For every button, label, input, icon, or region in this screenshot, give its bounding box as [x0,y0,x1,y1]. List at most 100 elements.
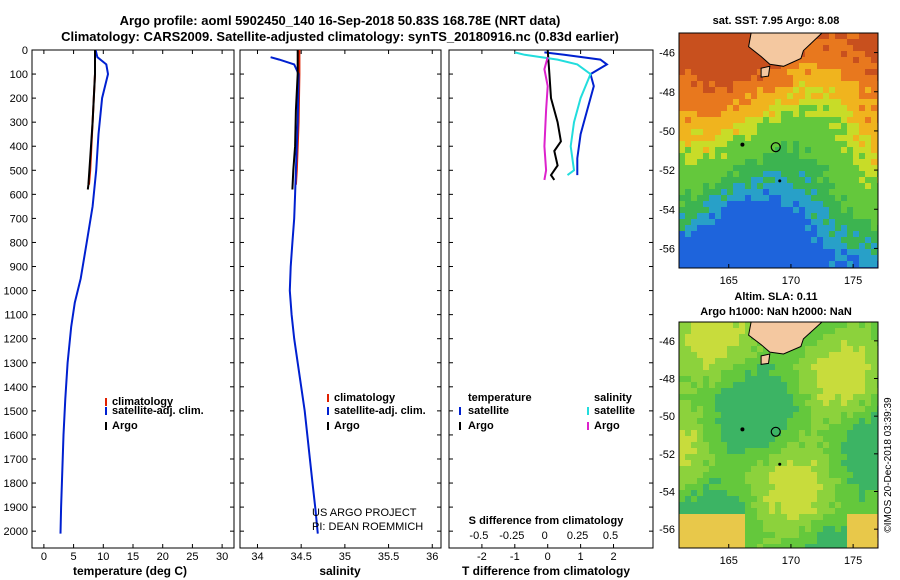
map-cell [769,382,775,388]
map-cell [685,129,691,135]
map-cell [799,346,805,352]
map-cell [817,352,823,358]
map-cell [715,39,721,45]
map-cell [751,207,757,213]
map-cell [709,33,715,39]
map-cell [745,490,751,496]
map-cell [691,75,697,81]
map-cell [679,93,685,99]
map-cell [733,514,739,520]
map-cell [751,448,757,454]
map-cell [697,183,703,189]
map-cell [775,237,781,243]
map-cell [757,544,763,548]
map-cell [709,334,715,340]
map-cell [865,352,871,358]
map-cell [835,364,841,370]
map-cell [799,135,805,141]
map-cell [823,370,829,376]
map-cell [745,472,751,478]
map-cell [871,165,877,171]
map-cell [823,322,829,328]
map-cell [745,75,751,81]
map-cell [703,502,709,508]
map-cell [685,243,691,249]
map-cell [823,33,829,39]
map-cell [679,508,685,514]
map-cell [745,81,751,87]
map-cell [835,123,841,129]
map-cell [703,328,709,334]
map-cell [679,478,685,484]
map-cell [757,213,763,219]
map-cell [775,189,781,195]
map-cell [715,171,721,177]
map-cell [871,219,877,225]
map-cell [697,177,703,183]
map-cell [835,406,841,412]
map-cell [847,99,853,105]
map-cell [721,376,727,382]
map-cell [769,99,775,105]
map-cell [817,123,823,129]
series-line-salinity-argo [543,56,549,181]
map-cell [685,418,691,424]
map-cell [793,412,799,418]
map-cell [763,406,769,412]
map-cell [865,448,871,454]
map-cell [787,526,793,532]
map-cell [721,33,727,39]
map-cell [763,544,769,548]
map-cell [715,141,721,147]
map-cell [769,370,775,376]
map-cell [811,424,817,430]
map-cell [739,75,745,81]
map-cell [799,153,805,159]
map-cell [727,328,733,334]
map-cell [865,490,871,496]
map-cell [871,141,877,147]
map-cell [817,165,823,171]
map-cell [769,213,775,219]
map-cell [715,340,721,346]
map-cell [739,243,745,249]
map-cell [733,231,739,237]
map-cell [727,129,733,135]
map-cell [745,544,751,548]
map-cell [769,249,775,255]
map-cell [739,93,745,99]
map-cell [769,207,775,213]
map-cell [691,358,697,364]
map-cell [721,147,727,153]
map-cell [745,424,751,430]
map-cell [805,520,811,526]
map-cell [709,400,715,406]
map-cell [745,400,751,406]
map-cell [727,105,733,111]
map-cell [733,135,739,141]
map-cell [793,418,799,424]
map-cell [835,490,841,496]
map-cell [871,478,877,484]
map-cell [721,195,727,201]
map-cell [835,171,841,177]
map-cell [841,99,847,105]
map-cell [799,448,805,454]
map-cell [745,340,751,346]
map-cell [745,39,751,45]
map-cell [799,526,805,532]
lat-label: -46 [659,48,675,60]
map-cell [829,430,835,436]
map-cell [811,376,817,382]
map-cell [793,111,799,117]
map-cell [829,147,835,153]
map-cell [745,376,751,382]
map-cell [823,346,829,352]
map-cell [787,538,793,544]
map-cell [751,346,757,352]
map-cell [811,183,817,189]
map-cell [691,255,697,261]
map-cell [817,328,823,334]
map-cell [751,255,757,261]
map-cell [787,225,793,231]
